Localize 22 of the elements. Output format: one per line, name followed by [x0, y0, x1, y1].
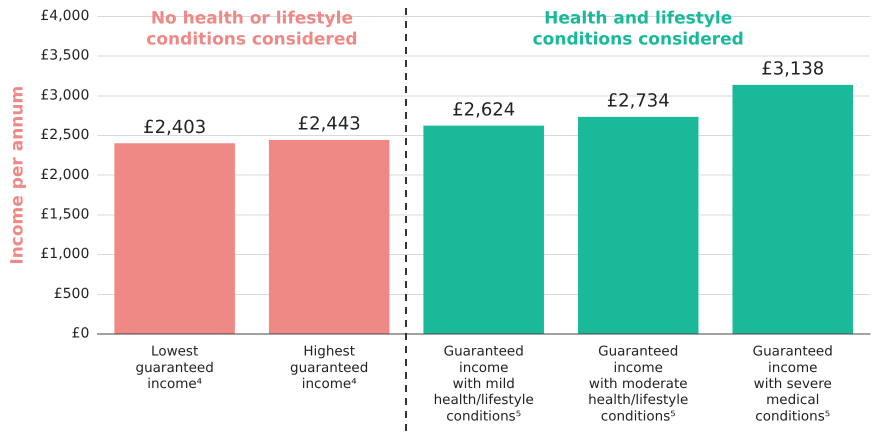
y-tick-label: £3,000	[40, 87, 90, 104]
data-label: £2,624	[452, 99, 516, 120]
data-label: £2,443	[298, 114, 361, 135]
y-tick-label: £500	[54, 286, 90, 302]
y-tick-label: £1,500	[40, 206, 90, 223]
data-label: £2,403	[143, 116, 206, 138]
y-tick-label: £3,500	[40, 48, 90, 64]
y-tick-label: £2,000	[40, 166, 90, 183]
annotation: No health or lifestyle conditions considered	[146, 8, 358, 50]
x-tick-label: Guaranteed income with moderate health/lifestyle conditions⁵	[588, 344, 688, 424]
data-label: £3,138	[761, 58, 824, 80]
y-tick-label: £2,500	[40, 127, 90, 144]
x-tick-label: Highest guaranteed income⁴	[290, 344, 368, 392]
data-label: £2,734	[606, 90, 670, 112]
x-tick-label: Guaranteed income with severe medical conditions⁵	[752, 344, 833, 424]
y-axis-title: Income per annum	[8, 86, 28, 265]
y-tick-label: £1,000	[40, 246, 90, 262]
y-tick-label: £0	[72, 326, 90, 342]
x-tick-label: Guaranteed income with mild health/lifestyle conditions⁵	[434, 344, 534, 424]
x-tick-label: Lowest guaranteed income⁴	[136, 344, 214, 392]
y-tick-label: £4,000	[40, 8, 90, 24]
annotation: Health and lifestyle conditions considered	[532, 8, 744, 50]
